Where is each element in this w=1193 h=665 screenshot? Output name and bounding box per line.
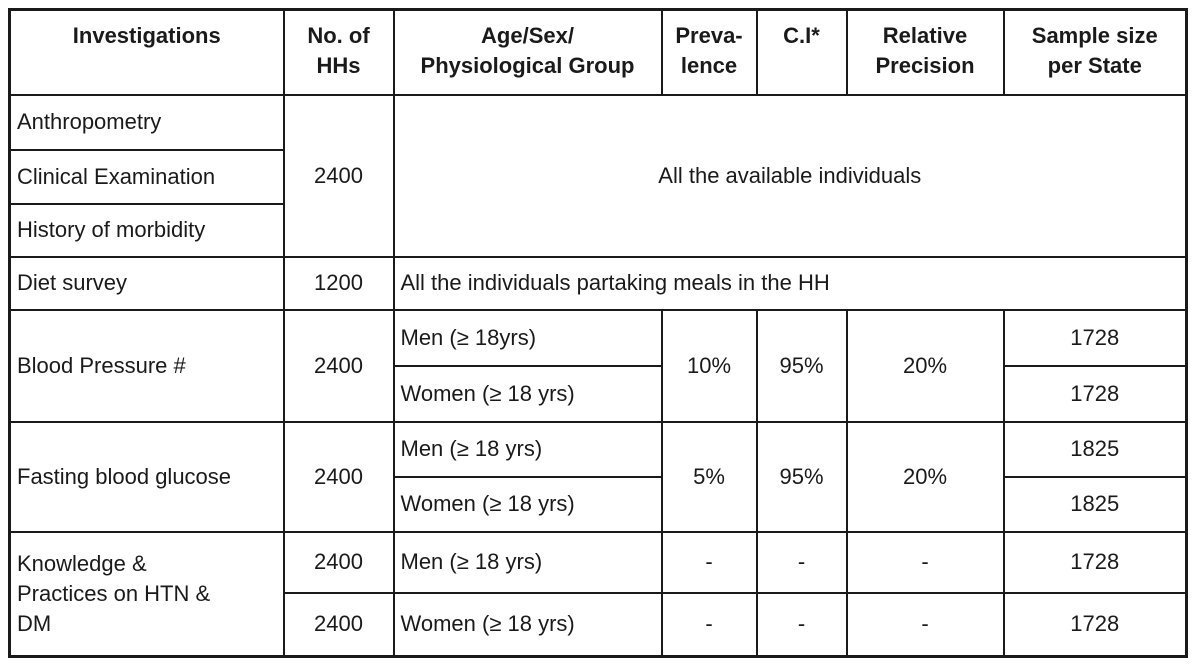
cell-precision-blood-pressure: 20%	[845, 308, 1005, 423]
cell-ci-fasting-blood-glucose: 95%	[755, 420, 848, 533]
cell-group-bp-men: Men (≥ 18yrs)	[392, 308, 663, 367]
cell-investigation-diet-survey: Diet survey	[8, 255, 285, 311]
cell-group-bp-women: Women (≥ 18 yrs)	[392, 364, 663, 423]
cell-hhs-kp-men: 2400	[282, 530, 395, 594]
cell-group-fbg-women: Women (≥ 18 yrs)	[392, 475, 663, 533]
cell-investigation-clinical-examination: Clinical Examination	[8, 148, 285, 205]
cell-hhs-diet-survey: 1200	[282, 255, 395, 311]
cell-sample-kp-women: 1728	[1002, 591, 1188, 658]
cell-group-kp-men: Men (≥ 18 yrs)	[392, 530, 663, 594]
header-age-sex-group: Age/Sex/ Physiological Group	[392, 8, 663, 96]
table-row: Anthropometry 2400 All the available ind…	[8, 93, 1188, 258]
cell-prevalence-blood-pressure: 10%	[660, 308, 758, 423]
table-row: 2400 Women (≥ 18 yrs) - - - 1728	[10, 591, 1188, 658]
cell-ci-kp-women: -	[755, 591, 848, 658]
table-row: Women (≥ 18 yrs) 1825	[10, 475, 1188, 533]
cell-precision-fasting-blood-glucose: 20%	[845, 420, 1005, 533]
table-row: Women (≥ 18 yrs) 1728	[10, 364, 1188, 423]
table-row: Fasting blood glucose 2400 Men (≥ 18 yrs…	[8, 420, 1188, 533]
cell-hhs-kp-women: 2400	[282, 591, 395, 658]
header-no-of-hhs: No. of HHs	[282, 8, 395, 96]
cell-prevalence-fasting-blood-glucose: 5%	[660, 420, 758, 533]
cell-note-partaking-meals: All the individuals partaking meals in t…	[392, 255, 1188, 311]
cell-sample-kp-men: 1728	[1002, 530, 1188, 594]
cell-hhs-blood-pressure: 2400	[282, 308, 395, 423]
header-ci: C.I*	[755, 8, 848, 96]
cell-investigation-blood-pressure: Blood Pressure #	[8, 308, 285, 423]
table-row: History of morbidity	[8, 202, 1187, 258]
cell-ci-kp-men: -	[755, 530, 848, 594]
header-investigations: Investigations	[8, 8, 285, 96]
table-row: Diet survey 1200 All the individuals par…	[8, 255, 1188, 311]
cell-sample-bp-women: 1728	[1002, 364, 1188, 423]
cell-hhs-fasting-blood-glucose: 2400	[282, 420, 395, 533]
cell-precision-kp-men: -	[845, 530, 1005, 594]
header-relative-precision: Relative Precision	[845, 8, 1005, 96]
cell-hhs-anthropometry-group: 2400	[282, 93, 395, 258]
header-prevalence: Preva- lence	[660, 8, 758, 96]
cell-sample-bp-men: 1728	[1002, 308, 1188, 367]
cell-investigation-anthropometry: Anthropometry	[8, 93, 285, 151]
cell-precision-kp-women: -	[845, 591, 1005, 658]
cell-group-kp-women: Women (≥ 18 yrs)	[392, 591, 663, 658]
cell-investigation-fasting-blood-glucose: Fasting blood glucose	[8, 420, 285, 533]
cell-sample-fbg-women: 1825	[1002, 475, 1188, 533]
cell-investigation-knowledge-practices: Knowledge & Practices on HTN & DM	[8, 530, 285, 658]
table-row: Clinical Examination	[8, 148, 1187, 205]
table-row: Blood Pressure # 2400 Men (≥ 18yrs) 10% …	[8, 308, 1188, 423]
sampling-design-table: Investigations No. of HHs Age/Sex/ Physi…	[8, 8, 1188, 658]
table-header-row: Investigations No. of HHs Age/Sex/ Physi…	[8, 8, 1188, 96]
cell-group-fbg-men: Men (≥ 18 yrs)	[392, 420, 663, 478]
cell-prevalence-kp-men: -	[660, 530, 758, 594]
cell-ci-blood-pressure: 95%	[755, 308, 848, 423]
header-sample-size: Sample size per State	[1002, 8, 1188, 96]
table-row: Knowledge & Practices on HTN & DM 2400 M…	[8, 530, 1188, 658]
cell-sample-fbg-men: 1825	[1002, 420, 1188, 478]
cell-note-all-available-individuals: All the available individuals	[392, 93, 1188, 258]
cell-prevalence-kp-women: -	[660, 591, 758, 658]
cell-investigation-history-of-morbidity: History of morbidity	[8, 202, 285, 258]
